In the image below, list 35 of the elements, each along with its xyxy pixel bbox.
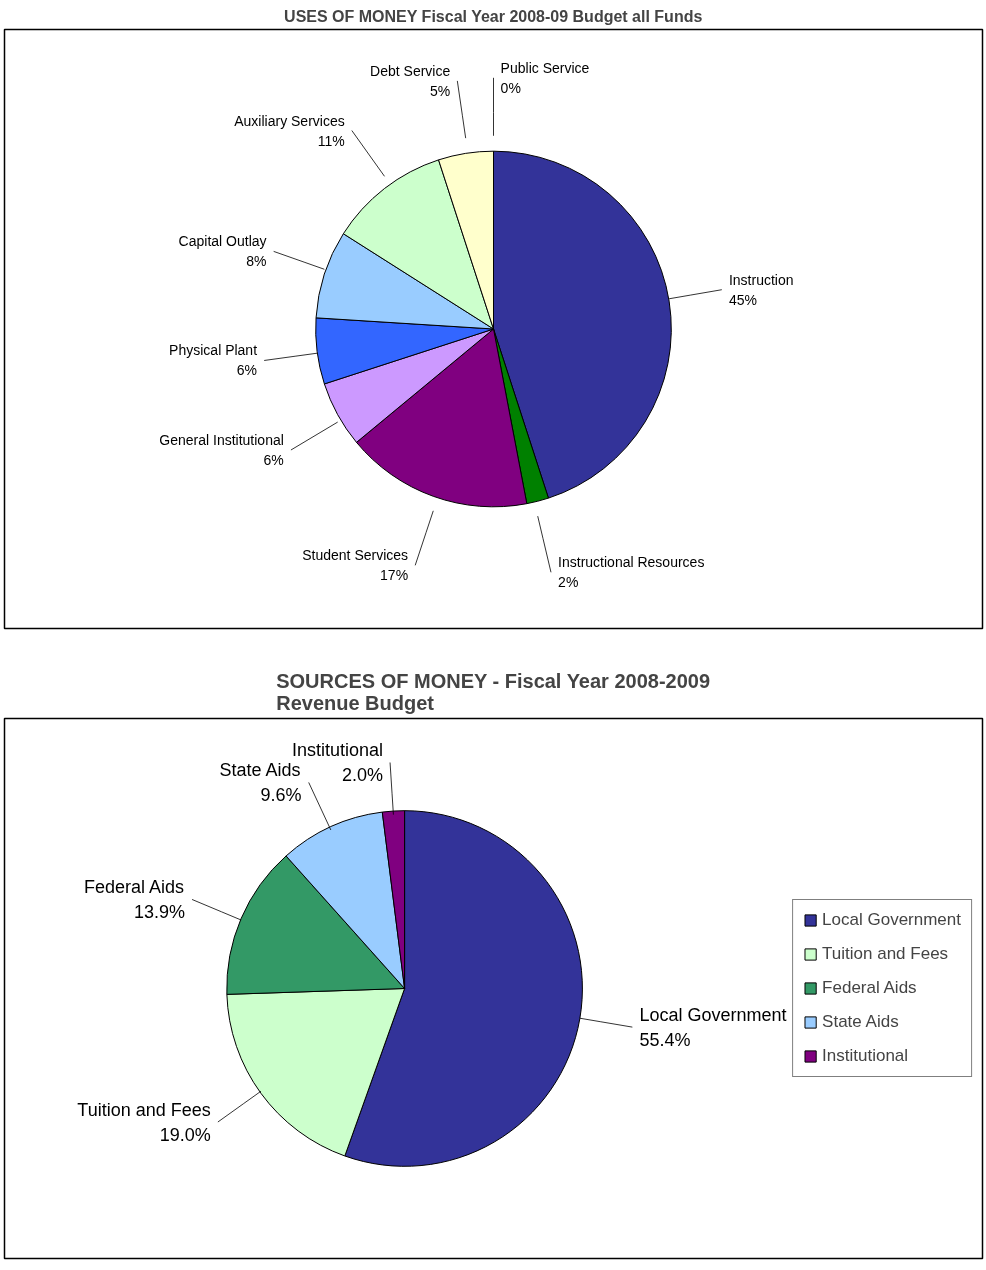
data-label: 17% — [380, 567, 409, 584]
data-label: 19.0% — [159, 1124, 211, 1145]
slice-label: State Aids — [219, 759, 301, 780]
data-label: 6% — [263, 452, 284, 469]
legend-label: Institutional — [822, 1046, 909, 1066]
text: 0% — [500, 79, 521, 96]
category-label: Public Service — [500, 59, 590, 76]
data-label: 2.0% — [341, 765, 383, 785]
data-label: 55.4% — [639, 1029, 691, 1050]
data-label: 9.6% — [260, 784, 302, 805]
data-label: 13.9% — [133, 901, 185, 922]
data-label: 6% — [236, 362, 258, 379]
slice-label: Tuition and Fees — [77, 1099, 211, 1120]
chart-title: SOURCES OF MONEY - Fiscal Year 2008-2009 Revenue Budget — [276, 669, 711, 714]
slice-label: General Institutional — [159, 432, 284, 449]
slice-label: Debt Service — [370, 62, 451, 79]
slice-label: Student Services — [302, 547, 409, 564]
data-label: 2% — [558, 574, 579, 591]
legend-label: Federal Aids — [822, 978, 917, 998]
slice-label: Auxiliary Services — [234, 112, 345, 129]
data-label: 45% — [728, 291, 757, 308]
data-label: 11% — [317, 132, 345, 149]
slice-label: Instructional Resources — [558, 554, 705, 571]
legend-label: State Aids — [822, 1012, 899, 1032]
data-label: 5% — [429, 82, 451, 99]
slice-label: Physical Plant — [169, 342, 258, 359]
legend-label: Local Government — [822, 910, 961, 930]
slice-label: Institutional — [291, 740, 383, 760]
chart-title: USES OF MONEY Fiscal Year 2008-09 Budget all Funds — [284, 7, 703, 25]
legend-label: Tuition and Fees — [822, 944, 949, 964]
data-label: 8% — [246, 253, 267, 270]
slice-label: Local Government — [639, 1004, 787, 1025]
slice-label: Capital Outlay — [178, 233, 267, 250]
slice-label: Instruction — [728, 271, 794, 288]
slice-label: Federal Aids — [83, 876, 184, 897]
